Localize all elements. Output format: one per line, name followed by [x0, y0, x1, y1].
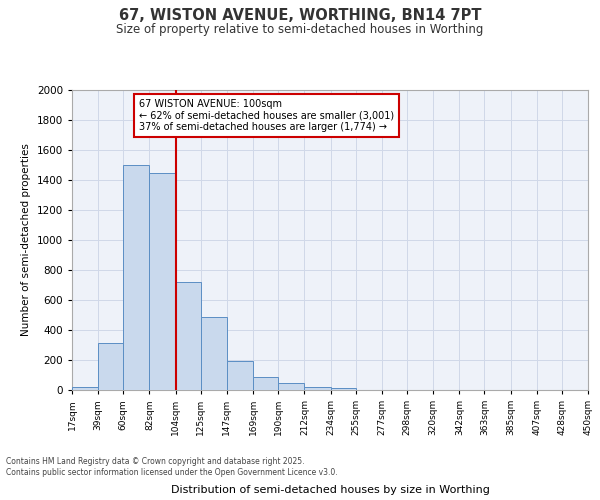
Bar: [304, 387, 331, 390]
Text: 67 WISTON AVENUE: 100sqm
← 62% of semi-detached houses are smaller (3,001)
37% o: 67 WISTON AVENUE: 100sqm ← 62% of semi-d…: [139, 99, 394, 132]
Y-axis label: Number of semi-detached properties: Number of semi-detached properties: [21, 144, 31, 336]
Bar: [123, 165, 149, 390]
Bar: [278, 383, 304, 390]
Bar: [227, 361, 253, 390]
Text: 67, WISTON AVENUE, WORTHING, BN14 7PT: 67, WISTON AVENUE, WORTHING, BN14 7PT: [119, 8, 481, 22]
Bar: [149, 172, 176, 390]
Bar: [176, 282, 201, 390]
Text: Distribution of semi-detached houses by size in Worthing: Distribution of semi-detached houses by …: [170, 485, 490, 495]
Bar: [331, 388, 356, 390]
Bar: [253, 376, 278, 390]
Bar: [201, 318, 227, 390]
Text: Contains HM Land Registry data © Crown copyright and database right 2025.
Contai: Contains HM Land Registry data © Crown c…: [6, 458, 338, 477]
Text: Size of property relative to semi-detached houses in Worthing: Size of property relative to semi-detach…: [116, 22, 484, 36]
Bar: [98, 343, 123, 390]
Bar: [72, 387, 98, 390]
